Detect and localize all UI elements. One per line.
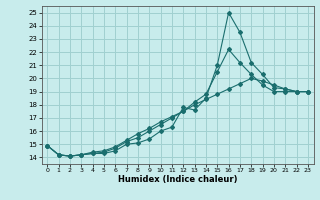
X-axis label: Humidex (Indice chaleur): Humidex (Indice chaleur) (118, 175, 237, 184)
